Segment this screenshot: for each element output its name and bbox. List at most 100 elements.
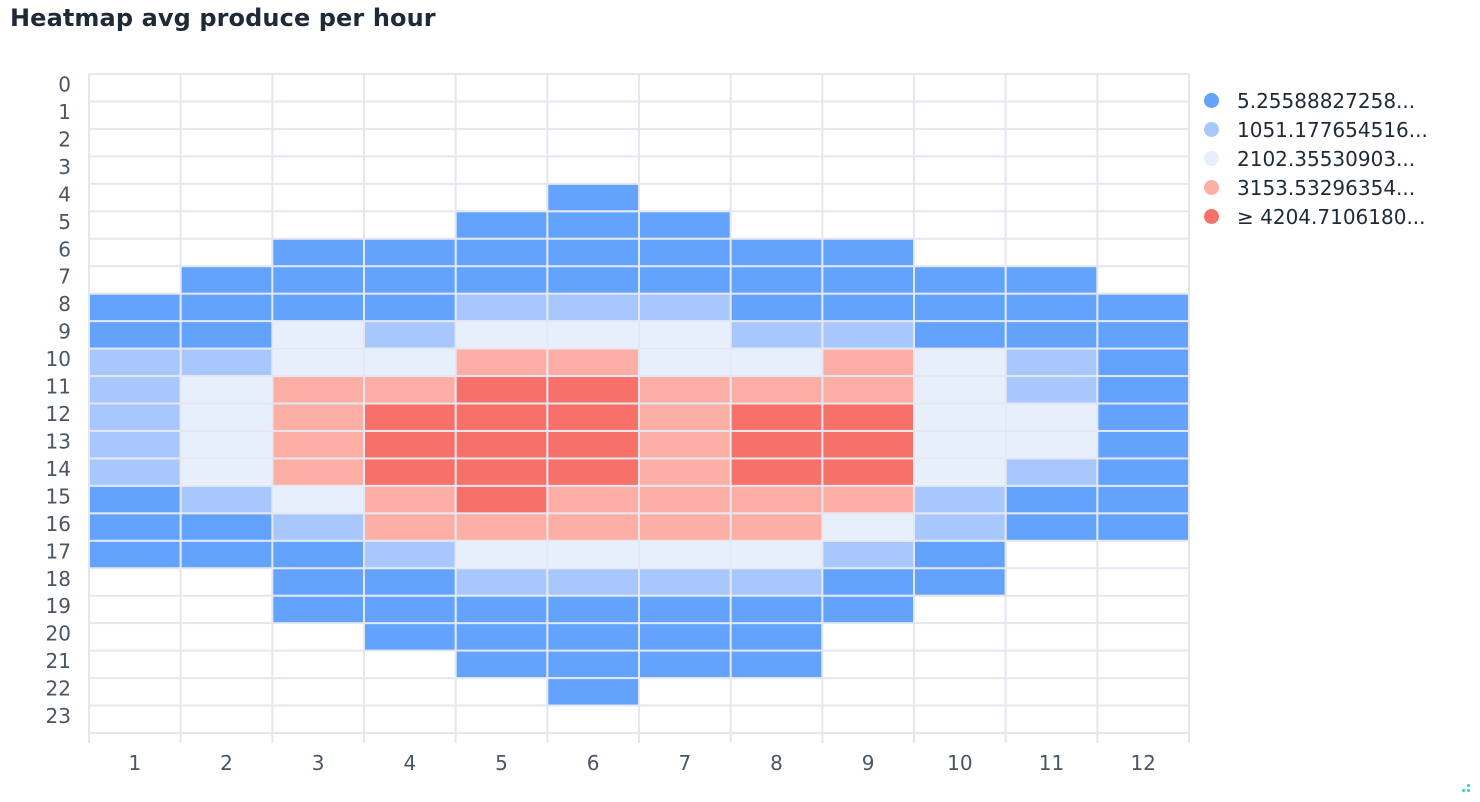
heatmap-cell[interactable] bbox=[1098, 459, 1188, 485]
heatmap-cell[interactable] bbox=[640, 239, 730, 266]
heatmap-cell[interactable] bbox=[640, 431, 730, 458]
heatmap-cell[interactable] bbox=[456, 514, 547, 540]
heatmap-cell[interactable] bbox=[273, 377, 363, 403]
heatmap-cell[interactable] bbox=[548, 349, 638, 376]
heatmap-cell[interactable] bbox=[823, 459, 913, 485]
heatmap-cell[interactable] bbox=[273, 459, 363, 485]
heatmap-cell[interactable] bbox=[915, 569, 1005, 595]
heatmap-cell[interactable] bbox=[548, 377, 638, 403]
heatmap-cell[interactable] bbox=[1006, 459, 1097, 485]
heatmap-cell[interactable] bbox=[915, 349, 1005, 376]
heatmap-cell[interactable] bbox=[823, 431, 913, 458]
heatmap-cell[interactable] bbox=[365, 349, 455, 376]
heatmap-cell[interactable] bbox=[823, 239, 913, 266]
heatmap-cell[interactable] bbox=[1006, 322, 1097, 348]
heatmap-cell[interactable] bbox=[181, 514, 272, 540]
heatmap-cell[interactable] bbox=[456, 239, 547, 266]
heatmap-cell[interactable] bbox=[915, 431, 1005, 458]
heatmap-cell[interactable] bbox=[1098, 431, 1188, 458]
heatmap-cell[interactable] bbox=[456, 596, 547, 623]
heatmap-cell[interactable] bbox=[456, 212, 547, 238]
heatmap-cell[interactable] bbox=[548, 651, 638, 678]
heatmap-cell[interactable] bbox=[456, 377, 547, 403]
heatmap-cell[interactable] bbox=[273, 514, 363, 540]
heatmap-cell[interactable] bbox=[731, 569, 822, 595]
heatmap-cell[interactable] bbox=[365, 239, 455, 266]
heatmap-cell[interactable] bbox=[548, 486, 638, 513]
heatmap-cell[interactable] bbox=[640, 377, 730, 403]
heatmap-cell[interactable] bbox=[640, 212, 730, 238]
heatmap-cell[interactable] bbox=[181, 377, 272, 403]
heatmap-cell[interactable] bbox=[731, 596, 822, 623]
heatmap-cell[interactable] bbox=[181, 431, 272, 458]
heatmap-cell[interactable] bbox=[548, 569, 638, 595]
heatmap-cell[interactable] bbox=[1098, 294, 1188, 321]
heatmap-cell[interactable] bbox=[456, 541, 547, 568]
heatmap-cell[interactable] bbox=[548, 679, 638, 705]
heatmap-cell[interactable] bbox=[915, 514, 1005, 540]
heatmap-cell[interactable] bbox=[731, 239, 822, 266]
heatmap-cell[interactable] bbox=[640, 486, 730, 513]
heatmap-cell[interactable] bbox=[915, 267, 1005, 293]
heatmap-cell[interactable] bbox=[365, 569, 455, 595]
heatmap-cell[interactable] bbox=[640, 596, 730, 623]
heatmap-cell[interactable] bbox=[915, 322, 1005, 348]
heatmap-cell[interactable] bbox=[273, 569, 363, 595]
heatmap-cell[interactable] bbox=[456, 404, 547, 430]
heatmap-cell[interactable] bbox=[823, 404, 913, 430]
heatmap-cell[interactable] bbox=[273, 322, 363, 348]
heatmap-cell[interactable] bbox=[1098, 322, 1188, 348]
heatmap-cell[interactable] bbox=[1006, 404, 1097, 430]
heatmap-cell[interactable] bbox=[640, 349, 730, 376]
heatmap-cell[interactable] bbox=[1098, 349, 1188, 376]
heatmap-cell[interactable] bbox=[181, 349, 272, 376]
heatmap-cell[interactable] bbox=[915, 541, 1005, 568]
heatmap-cell[interactable] bbox=[273, 486, 363, 513]
heatmap-cell[interactable] bbox=[273, 541, 363, 568]
heatmap-cell[interactable] bbox=[823, 267, 913, 293]
heatmap-cell[interactable] bbox=[365, 624, 455, 650]
heatmap-cell[interactable] bbox=[90, 349, 180, 376]
heatmap-cell[interactable] bbox=[823, 349, 913, 376]
legend-item[interactable]: ≥ 4204.7106180... bbox=[1204, 202, 1474, 231]
heatmap-cell[interactable] bbox=[365, 486, 455, 513]
heatmap-cell[interactable] bbox=[548, 322, 638, 348]
heatmap-cell[interactable] bbox=[365, 404, 455, 430]
heatmap-cell[interactable] bbox=[365, 514, 455, 540]
heatmap-cell[interactable] bbox=[915, 486, 1005, 513]
heatmap-cell[interactable] bbox=[915, 377, 1005, 403]
heatmap-cell[interactable] bbox=[181, 486, 272, 513]
heatmap-cell[interactable] bbox=[90, 486, 180, 513]
heatmap-cell[interactable] bbox=[548, 294, 638, 321]
heatmap-cell[interactable] bbox=[1006, 431, 1097, 458]
heatmap-cell[interactable] bbox=[548, 541, 638, 568]
heatmap-cell[interactable] bbox=[181, 541, 272, 568]
heatmap-cell[interactable] bbox=[731, 459, 822, 485]
heatmap-cell[interactable] bbox=[823, 514, 913, 540]
heatmap-cell[interactable] bbox=[823, 377, 913, 403]
heatmap-cell[interactable] bbox=[731, 651, 822, 678]
heatmap-cell[interactable] bbox=[273, 267, 363, 293]
heatmap-cell[interactable] bbox=[456, 651, 547, 678]
legend-item[interactable]: 2102.35530903... bbox=[1204, 144, 1474, 173]
heatmap-cell[interactable] bbox=[456, 486, 547, 513]
heatmap-cell[interactable] bbox=[1006, 377, 1097, 403]
heatmap-cell[interactable] bbox=[640, 624, 730, 650]
heatmap-cell[interactable] bbox=[731, 377, 822, 403]
heatmap-cell[interactable] bbox=[90, 377, 180, 403]
heatmap-cell[interactable] bbox=[273, 294, 363, 321]
heatmap-cell[interactable] bbox=[456, 322, 547, 348]
heatmap-cell[interactable] bbox=[1006, 486, 1097, 513]
heatmap-cell[interactable] bbox=[181, 459, 272, 485]
heatmap-cell[interactable] bbox=[640, 541, 730, 568]
heatmap-cell[interactable] bbox=[548, 596, 638, 623]
heatmap-cell[interactable] bbox=[1098, 404, 1188, 430]
heatmap-cell[interactable] bbox=[640, 651, 730, 678]
heatmap-cell[interactable] bbox=[640, 267, 730, 293]
heatmap-cell[interactable] bbox=[731, 267, 822, 293]
heatmap-cell[interactable] bbox=[456, 624, 547, 650]
heatmap-cell[interactable] bbox=[548, 212, 638, 238]
heatmap-cell[interactable] bbox=[823, 322, 913, 348]
heatmap-cell[interactable] bbox=[731, 486, 822, 513]
heatmap-cell[interactable] bbox=[1098, 486, 1188, 513]
